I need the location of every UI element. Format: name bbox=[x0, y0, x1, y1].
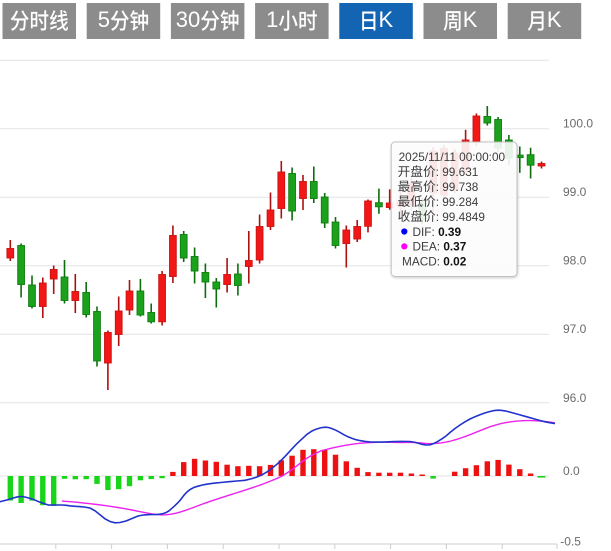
svg-text:: 99.4849: : 99.4849 bbox=[436, 210, 485, 224]
svg-text:99.0: 99.0 bbox=[563, 185, 587, 199]
svg-text:: 99.284: : 99.284 bbox=[436, 195, 479, 209]
svg-text:DIF: 0.39: DIF: 0.39 bbox=[413, 225, 462, 239]
svg-text:96.0: 96.0 bbox=[563, 391, 587, 405]
svg-text:K: K bbox=[379, 7, 394, 32]
svg-text:2025/11/11 00:00:00: 2025/11/11 00:00:00 bbox=[399, 150, 506, 164]
svg-text:DEA: 0.37: DEA: 0.37 bbox=[413, 240, 467, 254]
svg-text:: 99.738: : 99.738 bbox=[436, 180, 479, 194]
svg-text:100.0: 100.0 bbox=[563, 117, 593, 131]
svg-text:MACD: 0.02: MACD: 0.02 bbox=[402, 255, 467, 269]
svg-text:: 99.631: : 99.631 bbox=[436, 165, 479, 179]
svg-text:1: 1 bbox=[266, 7, 278, 32]
svg-text:K: K bbox=[547, 7, 562, 32]
svg-text:0: 0 bbox=[188, 7, 200, 32]
svg-text:0.0: 0.0 bbox=[563, 464, 580, 478]
svg-text:-0.5: -0.5 bbox=[560, 535, 581, 549]
svg-text:K: K bbox=[463, 7, 478, 32]
svg-text:3: 3 bbox=[176, 7, 188, 32]
svg-text:97.0: 97.0 bbox=[563, 322, 587, 336]
svg-text:5: 5 bbox=[98, 7, 110, 32]
svg-text:98.0: 98.0 bbox=[563, 254, 587, 268]
